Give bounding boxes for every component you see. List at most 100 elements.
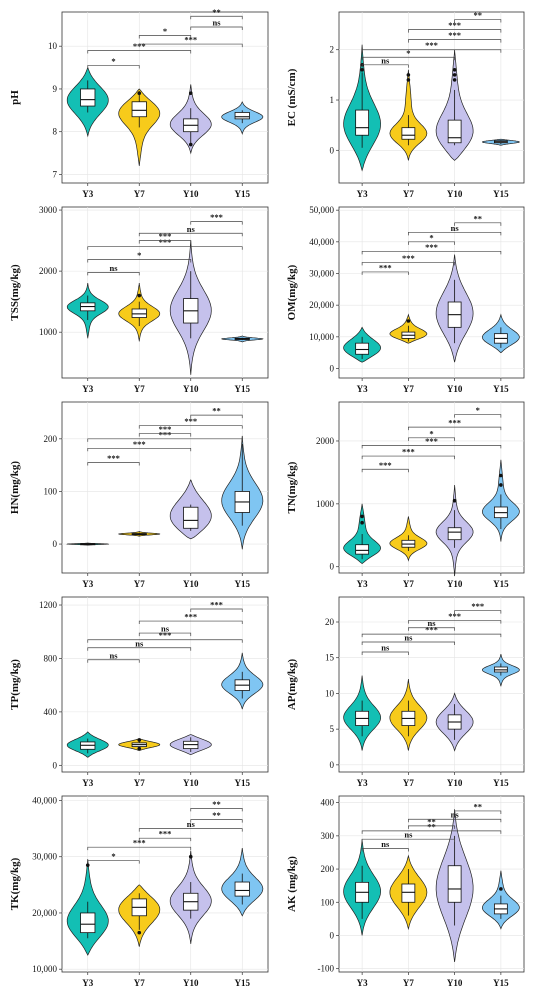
y-tick-label: 20,000 <box>309 300 334 310</box>
significance-label: * <box>476 405 480 415</box>
significance-bracket <box>408 29 502 33</box>
significance-label: ** <box>212 810 221 820</box>
significance-bracket <box>190 808 243 812</box>
y-tick-label: 100 <box>321 897 335 907</box>
significance-bracket <box>361 651 409 655</box>
x-tick-label: Y10 <box>183 579 199 589</box>
x-tick-label: Y10 <box>447 778 463 788</box>
significance-bracket <box>138 433 192 437</box>
outlier-point <box>452 498 457 503</box>
significance-label: ** <box>212 406 221 416</box>
significance-label: ns <box>161 624 170 634</box>
significance-bracket <box>454 610 502 614</box>
significance-bracket <box>138 632 192 637</box>
y-tick-label: 20 <box>325 617 335 627</box>
significance-bracket <box>190 26 243 30</box>
significance-label: *** <box>448 418 461 428</box>
significance-label: ns <box>381 643 390 653</box>
outlier-point <box>137 738 142 742</box>
y-tick-label: 0 <box>330 562 335 572</box>
y-tick-label: 0 <box>330 760 335 770</box>
box-Y7 <box>401 127 416 140</box>
significance-bracket <box>361 56 455 61</box>
significance-bracket <box>138 232 243 237</box>
significance-label: *** <box>210 600 223 610</box>
y-tick-label: 5 <box>330 724 335 734</box>
significance-label: *** <box>471 601 484 611</box>
significance-label: *** <box>448 20 461 30</box>
x-tick-label: Y10 <box>183 778 199 788</box>
y-tick-label: 7 <box>53 169 58 179</box>
outlier-point <box>499 483 503 487</box>
outlier-point <box>406 319 411 323</box>
significance-label: ns <box>427 618 436 628</box>
significance-label: ** <box>427 816 436 826</box>
significance-bracket <box>408 818 502 823</box>
significance-bracket <box>408 426 502 431</box>
significance-bracket <box>361 848 409 852</box>
significance-label: *** <box>184 416 197 426</box>
y-axis-title: HN(mg/kg) <box>9 461 21 515</box>
y-tick-label: 15 <box>325 653 335 663</box>
x-tick-label: Y7 <box>403 189 414 199</box>
box-Y3 <box>355 342 369 355</box>
x-tick-label: Y10 <box>183 384 199 394</box>
significance-label: ** <box>474 801 483 811</box>
x-tick-label: Y15 <box>235 778 251 788</box>
significance-bracket <box>87 462 140 466</box>
x-tick-label: Y3 <box>82 189 93 199</box>
significance-bracket <box>87 860 140 864</box>
outlier-point <box>452 78 457 82</box>
box-Y7 <box>131 101 147 118</box>
y-tick-label: 200 <box>44 434 58 444</box>
y-tick-label: 8 <box>53 127 58 137</box>
y-tick-label: 0 <box>330 145 335 155</box>
significance-bracket <box>87 438 243 442</box>
significance-bracket <box>138 35 192 39</box>
x-tick-label: Y7 <box>134 579 145 589</box>
outlier-point <box>360 520 364 525</box>
x-tick-label: Y3 <box>357 778 368 788</box>
significance-label: *** <box>159 424 172 434</box>
y-axis-title: EC (mS/cm) <box>286 68 298 126</box>
significance-label: *** <box>159 829 172 839</box>
significance-bracket <box>361 64 409 68</box>
significance-bracket <box>454 414 502 418</box>
significance-bracket <box>87 447 192 452</box>
y-tick-label: 0 <box>330 930 335 940</box>
y-tick-label: 200 <box>321 864 335 874</box>
significance-bracket <box>190 414 243 419</box>
significance-bracket <box>87 65 140 69</box>
significance-label: *** <box>402 253 415 263</box>
outlier-point <box>188 854 193 859</box>
y-tick-label: 1000 <box>39 327 58 337</box>
significance-label: ns <box>404 633 413 643</box>
x-tick-label: Y15 <box>235 579 251 589</box>
x-tick-label: Y7 <box>134 189 145 199</box>
chart-panel-9: 10,000 20,000 30,000 40,000 TK(mg/kg) Y3 Y7 Y10… <box>9 795 269 988</box>
y-tick-label: 20,000 <box>32 908 57 918</box>
box-Y7 <box>131 308 147 318</box>
significance-bracket <box>87 271 140 276</box>
significance-label: ns <box>109 263 118 273</box>
significance-bracket <box>454 222 502 226</box>
x-tick-label: Y10 <box>447 189 463 199</box>
significance-label: *** <box>107 453 120 463</box>
x-tick-label: Y3 <box>82 384 93 394</box>
y-axis-title: AP(mg/kg) <box>286 659 298 711</box>
significance-bracket <box>361 641 455 645</box>
y-axis-title: TP(mg/kg) <box>9 659 21 710</box>
x-tick-label: Y7 <box>403 778 414 788</box>
x-tick-label: Y7 <box>403 579 414 589</box>
outlier-point <box>452 73 457 77</box>
significance-label: *** <box>379 460 392 470</box>
y-axis-title: TN(mg/kg) <box>286 461 298 513</box>
significance-bracket <box>190 15 243 20</box>
y-tick-label: 2 <box>330 45 335 55</box>
y-tick-label: 40,000 <box>32 795 57 805</box>
outlier-point <box>137 930 142 935</box>
y-tick-label: 40,000 <box>309 237 334 247</box>
y-tick-label: 0 <box>330 364 335 374</box>
